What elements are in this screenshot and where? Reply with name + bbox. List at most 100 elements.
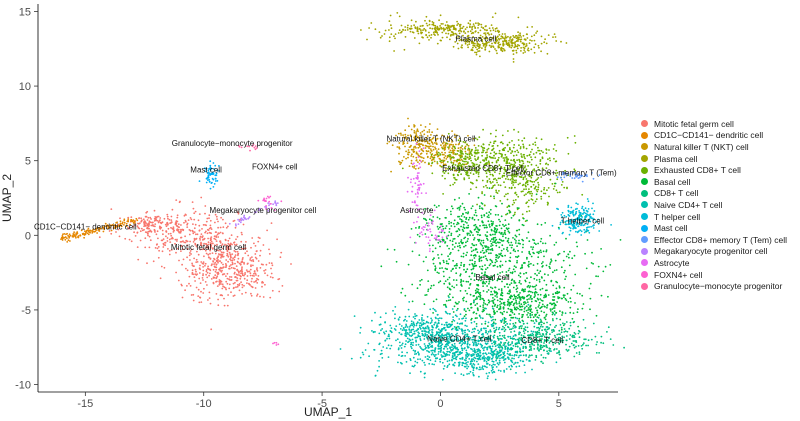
data-point <box>417 30 419 33</box>
data-point <box>149 239 152 242</box>
data-point <box>231 263 234 265</box>
data-point <box>368 355 370 358</box>
data-point <box>522 168 525 170</box>
data-point <box>489 263 492 265</box>
data-point <box>230 256 232 259</box>
data-point <box>268 248 270 251</box>
data-point <box>526 322 529 325</box>
data-point <box>406 142 409 145</box>
data-point <box>521 325 523 327</box>
data-point <box>198 301 201 304</box>
data-point <box>426 145 429 148</box>
data-point <box>502 325 504 328</box>
data-point <box>506 311 508 314</box>
data-point <box>481 47 483 49</box>
data-point <box>516 260 518 262</box>
data-point <box>419 345 421 348</box>
data-point <box>458 137 461 140</box>
data-point <box>479 37 482 40</box>
data-point <box>364 349 367 351</box>
data-point <box>446 24 449 26</box>
data-point <box>441 31 444 34</box>
data-point <box>488 252 490 255</box>
data-point <box>457 150 460 152</box>
data-point <box>201 248 204 251</box>
data-point <box>422 160 424 162</box>
data-point <box>600 341 602 344</box>
data-point <box>253 281 256 283</box>
data-point <box>488 211 491 214</box>
data-point <box>469 23 472 26</box>
data-point <box>535 279 538 281</box>
data-point <box>445 32 447 35</box>
data-point <box>462 223 465 226</box>
data-point <box>509 271 512 274</box>
data-point <box>434 347 437 350</box>
data-point <box>222 247 224 250</box>
data-point <box>459 322 462 325</box>
data-point <box>238 289 241 292</box>
data-point <box>487 246 490 249</box>
data-point <box>164 241 167 244</box>
data-point <box>459 156 462 159</box>
data-point <box>241 258 244 261</box>
data-point <box>554 182 557 185</box>
data-point <box>499 300 501 303</box>
data-point <box>466 240 469 243</box>
data-point <box>271 276 274 279</box>
data-point <box>436 28 439 31</box>
data-point <box>484 170 487 173</box>
data-point <box>138 217 141 219</box>
data-point <box>410 128 413 131</box>
data-point <box>549 178 552 181</box>
data-point <box>515 301 518 304</box>
data-point <box>497 35 499 38</box>
data-point <box>471 243 474 245</box>
data-point <box>426 222 428 225</box>
data-point <box>437 148 440 151</box>
data-point <box>428 34 431 37</box>
data-point <box>175 220 178 222</box>
data-point <box>159 221 162 224</box>
data-point <box>470 207 473 210</box>
data-point <box>564 278 566 280</box>
data-point <box>398 341 401 344</box>
data-point <box>518 175 521 178</box>
data-point <box>123 219 126 222</box>
data-point <box>483 355 485 358</box>
data-point <box>150 230 153 233</box>
data-point <box>447 147 450 150</box>
data-point <box>210 264 213 267</box>
data-point <box>463 157 465 160</box>
data-point <box>568 256 570 259</box>
data-point <box>204 205 207 207</box>
data-point <box>414 353 416 355</box>
data-point <box>514 326 516 329</box>
data-point <box>497 363 500 366</box>
data-point <box>528 252 531 255</box>
data-point <box>222 232 224 235</box>
data-point <box>426 140 429 143</box>
data-point <box>423 338 426 340</box>
data-point <box>216 257 219 260</box>
data-point <box>429 359 432 362</box>
data-point <box>544 328 547 331</box>
data-point <box>480 339 483 341</box>
data-point <box>157 246 160 248</box>
data-point <box>468 177 470 180</box>
data-point <box>566 330 569 333</box>
data-point <box>527 205 530 208</box>
data-point <box>530 176 533 179</box>
data-point <box>526 219 528 222</box>
data-point <box>484 331 487 334</box>
data-point <box>374 28 377 31</box>
data-point <box>217 220 219 223</box>
data-point <box>251 256 253 258</box>
data-point <box>527 339 530 342</box>
data-point <box>398 354 400 357</box>
data-point <box>517 195 520 198</box>
data-point <box>555 169 558 172</box>
data-point <box>439 164 441 167</box>
data-point <box>462 342 465 344</box>
data-point <box>475 248 478 251</box>
